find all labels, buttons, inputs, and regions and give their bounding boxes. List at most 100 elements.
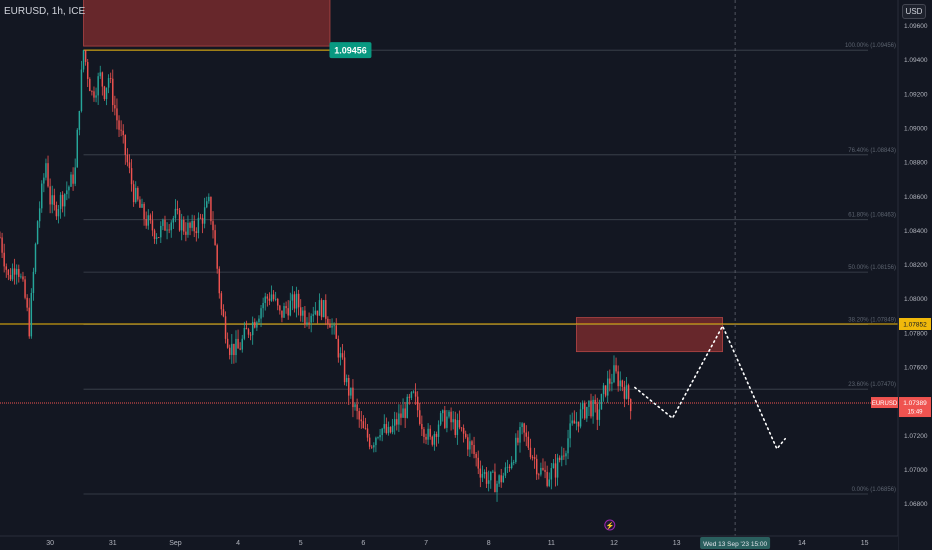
candle-body (611, 382, 613, 384)
candle-body (218, 268, 221, 294)
time-tick-label: 31 (109, 540, 117, 547)
candle-body (421, 423, 423, 430)
candle-body (306, 322, 308, 325)
candle-body (279, 305, 281, 311)
horizontal-lines[interactable] (0, 49, 898, 404)
candle-body (542, 467, 544, 470)
candle-body (448, 411, 450, 417)
candle-body (358, 411, 360, 420)
candle-body (410, 392, 413, 398)
fibonacci-retracement[interactable]: 100.00% (1.09456) 76.40% (1.08843) 61.80% … (83, 43, 896, 495)
candle-body (383, 424, 385, 429)
candle-body (274, 298, 277, 300)
candle-body (20, 276, 22, 278)
supply-zones[interactable] (83, 0, 723, 353)
candle-body (41, 183, 43, 209)
candle-body (295, 293, 298, 309)
projection-path[interactable] (634, 324, 787, 451)
candle-body (7, 269, 10, 276)
candle-body (556, 457, 559, 478)
candle-body (220, 293, 223, 310)
candle-body (256, 322, 258, 328)
candle-body (97, 76, 99, 96)
time-axis[interactable]: 30 31 Sep 4 5 6 7 8 11 12 13 14 15 Wed 13 Sep '23 15:… (0, 535, 898, 550)
candle-body (498, 475, 500, 484)
candle-body (147, 215, 150, 226)
candle-body (500, 475, 502, 483)
candle-body (604, 385, 607, 396)
candle-body (91, 91, 93, 92)
candle-body (285, 306, 287, 309)
candle-body (124, 135, 127, 155)
candle-body (18, 268, 20, 277)
candle-body (162, 219, 164, 226)
candle-body (233, 343, 235, 356)
candle-body (130, 168, 133, 185)
candle-body (95, 95, 97, 98)
candle-body (464, 433, 467, 438)
candle-body (268, 298, 271, 301)
candle-body (617, 371, 619, 387)
price-tick-label: 1.08400 (904, 228, 928, 235)
candle-body (78, 110, 81, 130)
candle-body (544, 469, 546, 472)
candle-body (619, 380, 621, 387)
candle-body (195, 231, 198, 234)
candle-body (241, 338, 243, 350)
candle-body (99, 72, 101, 77)
candle-body (112, 78, 114, 106)
candle-body (362, 421, 365, 429)
candle-body (377, 437, 379, 439)
candle-body (584, 402, 586, 419)
candle-body (517, 437, 519, 443)
candle-body (176, 208, 179, 211)
flash-marker-circle (604, 519, 616, 531)
candle-body (297, 293, 300, 308)
candle-body (567, 438, 569, 454)
candle-body (135, 187, 137, 203)
candle-body (577, 421, 580, 427)
candle-body (47, 163, 49, 187)
candle-body (66, 190, 68, 195)
candle-body (398, 413, 400, 425)
candle-body (13, 268, 16, 275)
candle-body (118, 120, 120, 130)
candle-body (180, 219, 183, 231)
candle-body (310, 315, 312, 323)
candle-body (24, 279, 26, 298)
candle-body (224, 316, 227, 339)
candle-body (481, 473, 484, 478)
candle-body (316, 310, 319, 316)
candle-body (61, 194, 64, 207)
candle-body (366, 428, 369, 438)
candle-body (444, 410, 446, 428)
candle-body (3, 252, 5, 267)
candle-body (170, 222, 172, 231)
candle-body (153, 230, 156, 239)
candle-body (391, 425, 394, 433)
time-tick-label: 4 (236, 540, 240, 547)
candle-body (535, 458, 538, 475)
candle-body (26, 297, 28, 308)
candle-body (107, 78, 110, 88)
candle-body (565, 453, 567, 457)
candle-body (548, 479, 550, 486)
fib-level-label: 76.40% (1.08843) (848, 148, 896, 154)
candle-body (510, 462, 513, 469)
candle-body (485, 472, 488, 484)
candle-body (450, 411, 452, 423)
price-axis[interactable]: 1.068001.070001.072001.074001.076001.078… (897, 0, 932, 550)
candle-body (258, 318, 260, 323)
symbol-title[interactable]: EURUSD, 1h, ICE (4, 6, 86, 17)
price-tick-label: 1.07800 (904, 330, 928, 337)
candle-body (243, 327, 246, 339)
candle-body (554, 463, 557, 478)
candle-body (423, 429, 425, 437)
candle-body (569, 423, 571, 439)
candle-body (49, 186, 51, 205)
candle-body (291, 294, 294, 301)
currency-button[interactable]: USD (902, 4, 926, 19)
candle-body (145, 219, 147, 226)
candle-body (496, 483, 498, 493)
